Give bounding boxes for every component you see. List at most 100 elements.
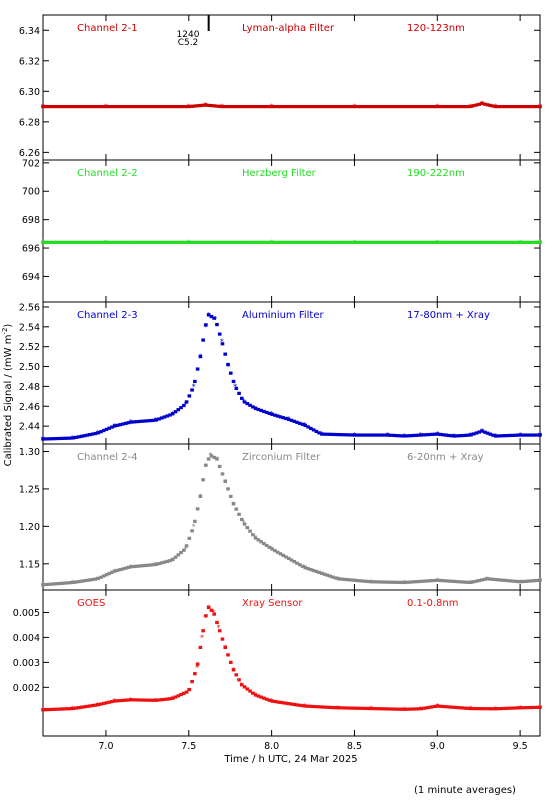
data-point [411,433,415,438]
data-point [253,536,258,540]
data-point-star: * [129,418,133,427]
panel-frame [42,301,541,445]
data-point [146,419,150,423]
data-point [402,707,407,711]
data-point [226,487,230,491]
data-point [146,563,150,567]
data-point [505,433,509,438]
data-point [317,705,321,709]
y-tick-label: 2.44 [19,422,40,433]
data-point [311,428,316,432]
data-point [187,394,192,398]
data-point [380,240,385,244]
data-point [458,240,462,244]
data-point [99,104,103,109]
data-point [513,104,517,109]
data-point [524,104,528,109]
data-point [66,581,70,585]
data-point [46,437,51,441]
data-point [358,104,363,109]
data-point [521,433,526,437]
data-point [176,240,181,244]
data-point [496,104,501,109]
data-point [458,706,462,710]
data-point [57,581,62,586]
data-point [364,706,368,711]
data-point [68,707,73,711]
data-point [71,240,76,244]
data-point [336,104,341,109]
data-point [262,409,266,414]
data-point [527,705,531,710]
data-point-star: * [402,579,406,588]
data-point [499,240,504,244]
data-point [295,104,299,109]
data-point [96,431,101,435]
data-point [281,240,286,244]
data-point [57,104,62,109]
data-point [424,579,429,583]
data-point [79,104,84,109]
data-point [74,706,78,710]
data-point [57,240,62,244]
data-point-star: * [538,703,542,712]
data-point [300,564,305,568]
data-point [358,433,363,437]
data-point-star: * [170,556,174,565]
data-point [107,426,112,430]
data-point [491,104,495,108]
data-point [110,425,114,429]
data-point [466,580,471,584]
data-point [110,570,114,574]
data-point-star: * [203,101,207,110]
data-point [430,432,435,436]
data-point-star: * [468,103,472,112]
data-point [314,705,319,709]
data-point [391,707,396,711]
data-point [480,578,484,582]
data-point [223,104,228,109]
data-point [251,691,255,695]
data-point [157,240,161,244]
data-point [361,104,366,109]
data-point-star: * [336,575,340,584]
data-point-star: * [319,430,323,439]
data-point [259,695,263,699]
data-point-star: * [71,434,75,443]
data-point [383,707,388,711]
y-axis: 0.002 0.003 0.004 0.005 [13,608,540,694]
data-point-star: * [96,429,100,438]
data-point [320,240,324,244]
data-point [449,104,454,109]
data-point-star: * [220,103,224,112]
data-point-star: * [452,432,456,441]
panel-band-label: 120-123nm [407,23,465,34]
data-point [248,689,252,693]
data-point [264,240,269,244]
data-point [74,240,78,244]
data-point [168,240,172,244]
data-point [494,104,498,109]
data-point [215,457,219,461]
data-point [151,698,156,702]
data-point [198,240,203,244]
data-point [63,707,67,711]
data-point [71,580,76,585]
data-point [242,685,247,689]
y-axis-label-sup: -2 [1,328,9,335]
data-point [386,104,390,109]
data-point [510,706,515,710]
data-point [303,240,308,244]
data-point [364,104,368,109]
data-point-star: * [208,451,212,460]
data-point [375,707,379,711]
y-tick-label: 696 [22,244,40,255]
data-point [112,104,117,109]
data-point [231,379,236,384]
data-point [115,240,120,244]
data-point [242,240,247,244]
data-point [477,707,482,711]
data-point [449,705,454,709]
panel-channel-label: Channel 2-2 [77,168,138,179]
data-point [405,434,410,438]
